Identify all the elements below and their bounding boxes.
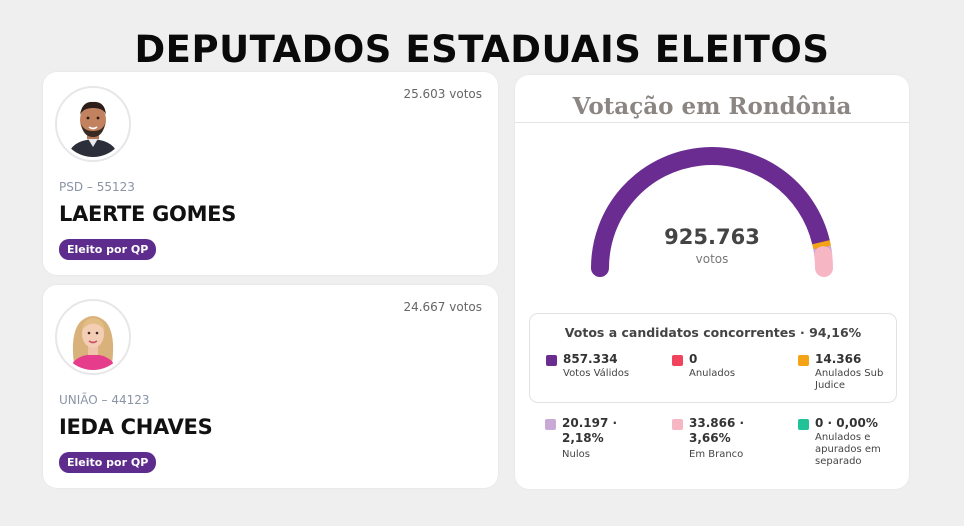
- legend-swatch: [545, 419, 556, 430]
- legend-swatch: [546, 355, 557, 366]
- stat-label: Nulos: [562, 449, 590, 460]
- legend-swatch: [672, 355, 683, 366]
- stat-value: 20.197 · 2,18%: [562, 416, 618, 445]
- stat-label: Anulados Sub Judice: [815, 368, 884, 391]
- gauge-segment-em-branco: [814, 246, 833, 277]
- stat-label: Votos Válidos: [563, 368, 630, 379]
- page-title: DEPUTADOS ESTADUAIS ELEITOS: [134, 28, 830, 71]
- stat-value: 33.866 · 3,66%: [689, 416, 745, 445]
- candidate-card[interactable]: 24.667 votos UNIÃO – 44123 IEDA CHAVES E…: [43, 285, 498, 488]
- candidate-photo: [55, 299, 131, 375]
- candidate-photo-ieda: [60, 304, 126, 370]
- legend-swatch: [672, 419, 683, 430]
- panel-title: Votação em Rondônia: [572, 93, 852, 120]
- candidate-photo: [55, 86, 131, 162]
- candidate-card[interactable]: 25.603 votos PSD – 55123 LAERTE GOMES El…: [43, 72, 498, 275]
- stats-box: Votos a candidatos concorrentes · 94,16%…: [529, 313, 897, 403]
- stat-value: 0 · 0,00%: [815, 416, 878, 430]
- stats-title: Votos a candidatos concorrentes · 94,16%: [564, 325, 862, 340]
- stat-label: Anulados: [689, 368, 736, 379]
- candidate-name: LAERTE GOMES: [59, 202, 237, 226]
- gauge-total: 925.763: [664, 225, 760, 249]
- candidate-photo-laerte: [60, 91, 126, 157]
- divider: [515, 122, 909, 123]
- candidate-votes: 25.603 votos: [403, 87, 482, 101]
- votes-gauge: [591, 147, 833, 277]
- stat-value: 857.334: [563, 352, 618, 366]
- elected-badge: Eleito por QP: [59, 452, 157, 473]
- gauge-segment-votos-válidos: [591, 147, 830, 277]
- stat-label: Em Branco: [689, 449, 744, 460]
- stat-label: Anulados e apurados em separado: [815, 432, 881, 467]
- stat-value: 14.366: [815, 352, 862, 366]
- candidate-votes: 24.667 votos: [403, 300, 482, 314]
- elected-badge: Eleito por QP: [59, 239, 157, 260]
- stat-value: 0: [689, 352, 698, 366]
- gauge-unit: votos: [695, 252, 729, 266]
- candidate-name: IEDA CHAVES: [59, 415, 213, 439]
- candidate-party: PSD – 55123: [59, 180, 135, 194]
- votes-panel: Votação em Rondônia 925.763 votos Votos …: [515, 75, 909, 489]
- candidate-party: UNIÃO – 44123: [59, 393, 150, 407]
- legend-swatch: [798, 419, 809, 430]
- legend-swatch: [798, 355, 809, 366]
